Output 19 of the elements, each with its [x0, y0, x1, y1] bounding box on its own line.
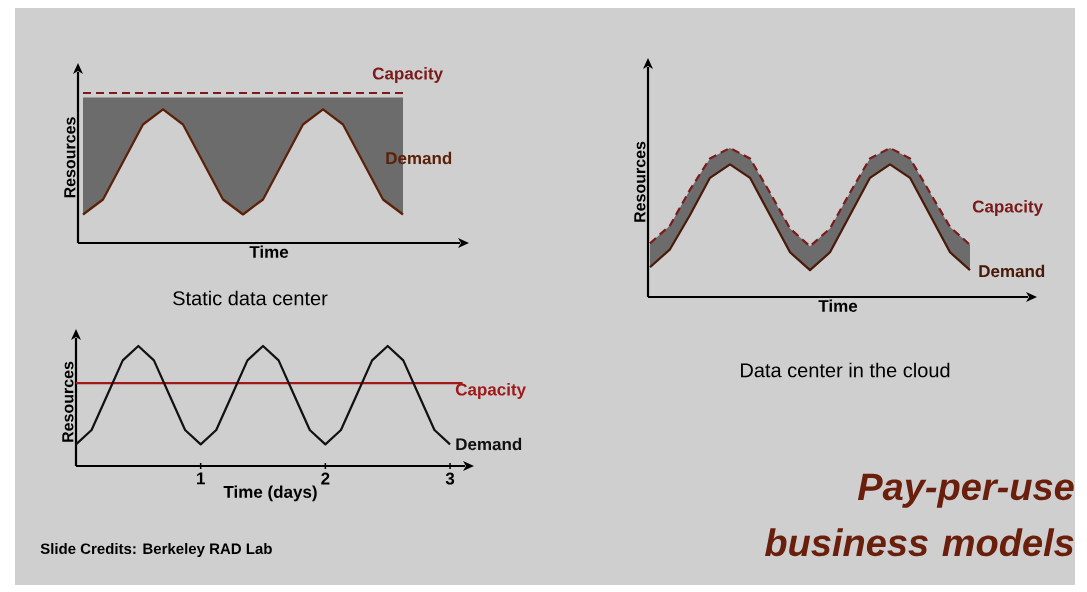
x-tick-label: 1	[197, 472, 205, 485]
series-label: Capacity	[972, 200, 1043, 216]
series-label: Demand	[979, 264, 1045, 278]
series-label: Demand	[456, 437, 522, 451]
x-tick-label: 3	[445, 472, 455, 485]
text: Static data center	[173, 290, 328, 306]
y-axis-title: Resources	[64, 117, 76, 198]
series-label: Demand	[386, 151, 452, 165]
text: Slide Credits: Berkeley RAD Lab	[40, 543, 272, 557]
x-axis-title: Time (days)	[223, 485, 317, 502]
y-axis-title: Resources	[62, 361, 74, 442]
series-label: Capacity	[372, 67, 443, 83]
x-axis-title: Time	[818, 299, 858, 313]
x-tick-label: 2	[321, 472, 330, 485]
series-label: Capacity	[455, 383, 526, 399]
x-axis-title: Time	[249, 245, 289, 259]
text: Pay-per-use business models	[765, 473, 1074, 557]
y-axis-title: Resources	[634, 141, 646, 222]
text: Data center in the cloud	[741, 362, 950, 378]
